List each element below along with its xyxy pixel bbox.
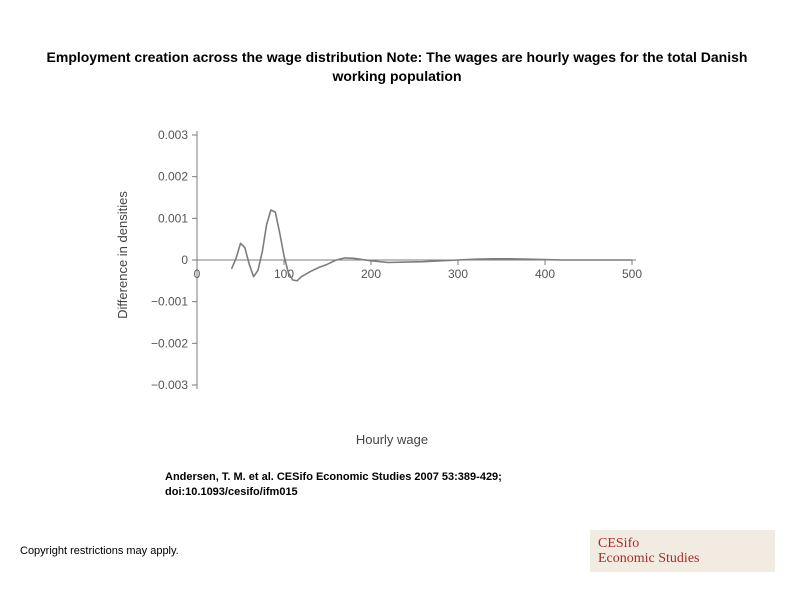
svg-text:0.001: 0.001 (158, 211, 188, 225)
copyright-text: Copyright restrictions may apply. (20, 545, 179, 557)
svg-text:200: 200 (361, 267, 381, 281)
svg-text:400: 400 (535, 267, 555, 281)
svg-text:0: 0 (181, 253, 188, 267)
svg-text:0: 0 (194, 267, 201, 281)
figure-title: Employment creation across the wage dist… (20, 48, 774, 86)
svg-text:−0.001: −0.001 (151, 295, 188, 309)
svg-text:−0.002: −0.002 (151, 336, 188, 350)
svg-text:300: 300 (448, 267, 468, 281)
logo-line-1: CESifo (598, 536, 767, 551)
logo-line-2: Economic Studies (598, 551, 767, 566)
svg-text:500: 500 (622, 267, 642, 281)
citation-line-2: doi:10.1093/cesifo/ifm015 (165, 485, 502, 500)
svg-text:−0.003: −0.003 (151, 378, 188, 392)
chart-area: −0.003−0.002−0.00100.0010.0020.003010020… (142, 125, 642, 415)
svg-text:0.002: 0.002 (158, 170, 188, 184)
y-axis-label: Difference in densities (115, 125, 135, 385)
x-axis-label: Hourly wage (142, 432, 642, 447)
citation-line-1: Andersen, T. M. et al. CESifo Economic S… (165, 470, 502, 485)
line-chart: −0.003−0.002−0.00100.0010.0020.003010020… (142, 125, 642, 415)
publisher-logo: CESifo Economic Studies (590, 530, 775, 572)
citation-text: Andersen, T. M. et al. CESifo Economic S… (165, 470, 502, 500)
svg-text:0.003: 0.003 (158, 128, 188, 142)
